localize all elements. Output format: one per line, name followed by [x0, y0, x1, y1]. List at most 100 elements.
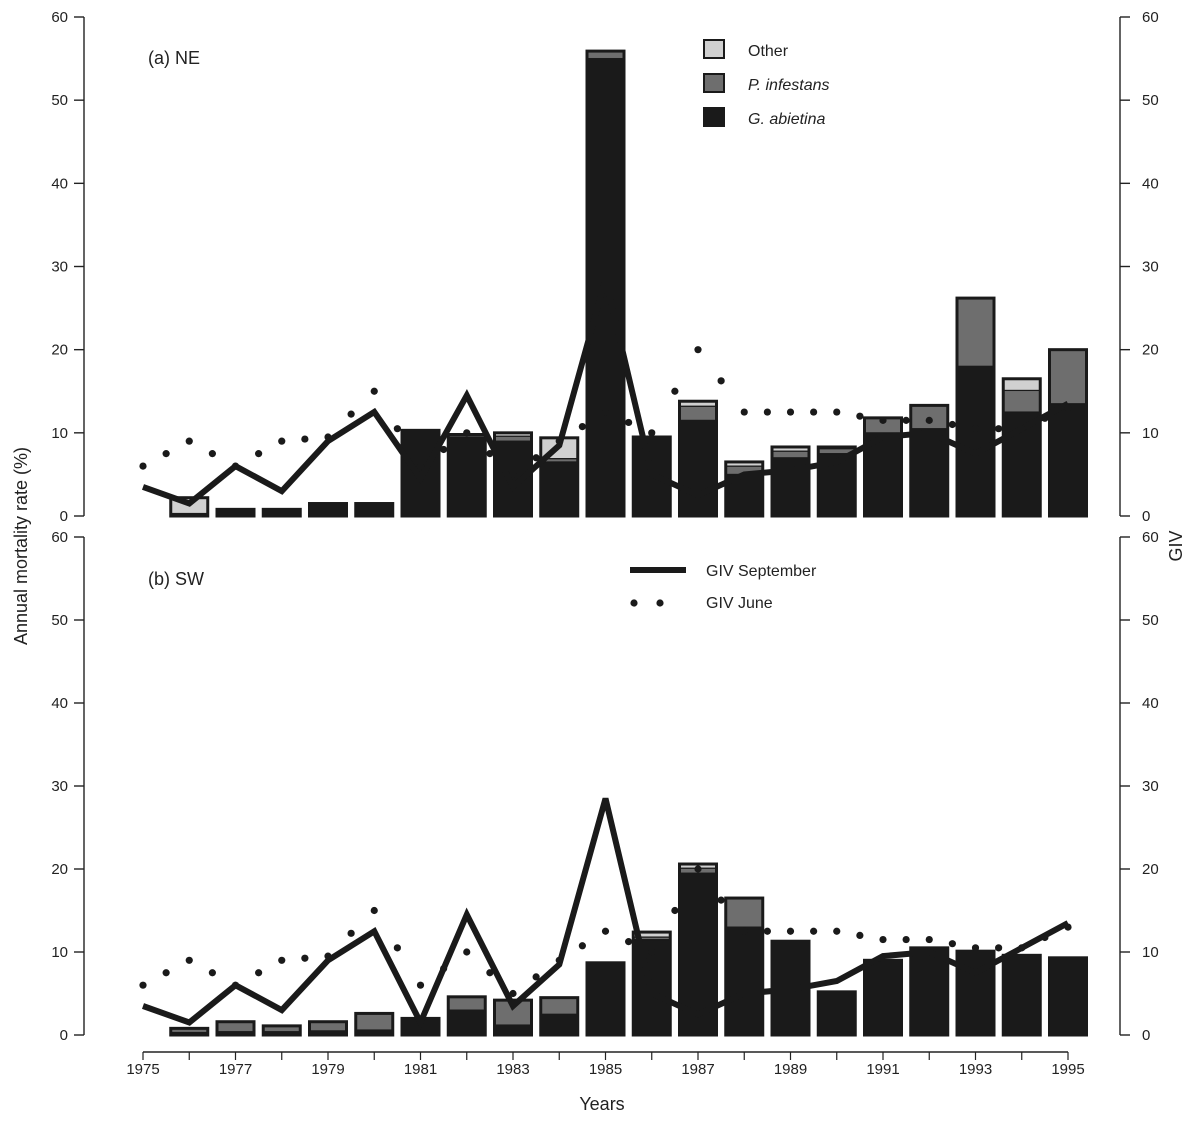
- lines-layer: [139, 278, 1072, 1030]
- x-tick-label-1995: 1995: [1051, 1061, 1084, 1078]
- point-giv-june-sw-1979-mid: [347, 929, 355, 937]
- point-giv-june-sw-1981-mid: [440, 965, 448, 973]
- bar-ne-1987: [678, 399, 718, 518]
- legend-label-p-infestans: P. infestans: [748, 77, 830, 94]
- bar-segment-g-abietina-sw-1995: [1048, 957, 1088, 1036]
- bar-segment-g-abietina-ne-1995: [1048, 403, 1088, 517]
- point-giv-june-ne-1975-mid: [162, 450, 170, 458]
- x-tick-label-1983: 1983: [496, 1061, 529, 1078]
- legend-label-g-abietina: G. abietina: [748, 111, 825, 128]
- point-giv-june-sw-1989-mid: [810, 927, 818, 935]
- bar-outline-ne-1995: [1048, 348, 1088, 518]
- point-giv-june-ne-1991: [879, 416, 887, 424]
- point-giv-june-ne-1984: [555, 437, 563, 445]
- bar-ne-1992: [909, 403, 950, 518]
- bar-segment-p-infestans-sw-1988: [725, 897, 764, 928]
- bar-segment-p-infestans-ne-1989: [771, 450, 810, 459]
- y-tick-label-left-sw-40: 40: [51, 695, 68, 712]
- y-tick-label-right-sw-0: 0: [1142, 1027, 1150, 1044]
- point-giv-june-ne-1977: [231, 462, 240, 470]
- point-giv-june-sw-1986: [648, 948, 656, 956]
- y-tick-label-left-ne-20: 20: [51, 342, 68, 359]
- y-tick-label-right-sw-30: 30: [1142, 778, 1159, 795]
- point-giv-june-sw-1991-mid: [902, 935, 910, 944]
- bar-outline-ne-1980: [354, 502, 395, 518]
- y-tick-label-right-ne-0: 0: [1142, 508, 1150, 525]
- y-tick-label-right-ne-40: 40: [1142, 175, 1159, 192]
- point-giv-june-ne-1993-mid: [995, 425, 1003, 433]
- line-giv-september-ne: [141, 278, 1070, 507]
- point-giv-june-ne-1990: [833, 408, 841, 416]
- legend-label-giv-june: GIV June: [706, 595, 773, 612]
- bar-ne-1979: [308, 502, 348, 518]
- bar-outline-ne-1981: [400, 428, 441, 518]
- bar-segment-p-infestans-ne-1983: [493, 435, 533, 442]
- bar-ne-1980: [354, 502, 395, 518]
- bar-outline-ne-1977: [215, 507, 256, 518]
- point-giv-june-ne-1976: [185, 437, 193, 445]
- bar-segment-g-abietina-ne-1984: [540, 461, 579, 517]
- bar-outline-sw-1994: [1001, 953, 1042, 1037]
- bar-segment-g-abietina-ne-1992: [910, 428, 949, 517]
- legend-swatch-giv-june-dot-2: [656, 599, 664, 607]
- point-giv-june-sw-1993-mid: [995, 944, 1003, 952]
- bar-ne-1995: [1048, 348, 1088, 518]
- y-axis-title-right: GIV: [1166, 530, 1186, 561]
- point-giv-june-ne-1985-mid: [625, 418, 633, 427]
- point-giv-june-sw-1985-mid: [625, 938, 633, 946]
- bar-outline-ne-1986: [631, 435, 672, 518]
- x-tick-label-1979: 1979: [311, 1061, 344, 1078]
- y-tick-label-left-sw-60: 60: [51, 529, 68, 546]
- point-giv-june-sw-1987-mid: [717, 896, 725, 904]
- point-giv-june-ne-1984-mid: [578, 422, 586, 431]
- bar-segment-g-abietina-ne-1979: [308, 502, 348, 517]
- x-tick-label-1975: 1975: [126, 1061, 159, 1078]
- point-giv-june-sw-1989: [786, 927, 795, 935]
- legend-item-other: Other: [703, 39, 789, 60]
- bar-sw-1982: [446, 995, 487, 1037]
- point-giv-june-ne-1977-mid: [255, 450, 263, 458]
- bar-outline-ne-1994: [1001, 377, 1042, 518]
- point-giv-june-ne-1986: [648, 429, 656, 437]
- y-tick-label-right-sw-60: 60: [1142, 529, 1159, 546]
- bar-segment-g-abietina-sw-1994: [1002, 954, 1041, 1036]
- point-giv-june-ne-1975: [139, 462, 147, 470]
- bar-sw-1988: [724, 896, 765, 1037]
- bar-sw-1978: [261, 1024, 302, 1037]
- bar-outline-sw-1992: [909, 946, 950, 1037]
- point-giv-june-sw-1982: [463, 948, 471, 956]
- point-giv-june-sw-1991: [879, 935, 887, 944]
- bar-outline-ne-1992: [909, 403, 950, 518]
- bar-sw-1985: [585, 961, 626, 1037]
- bar-sw-1980: [354, 1011, 395, 1037]
- bar-ne-1988: [724, 460, 765, 518]
- point-giv-june-ne-1994: [1018, 425, 1026, 433]
- legend-item-g-abietina: G. abietina: [703, 107, 825, 128]
- legend-swatch-other: [703, 39, 725, 59]
- bar-outline-ne-1988: [724, 460, 765, 518]
- point-giv-june-ne-1987: [694, 346, 702, 354]
- point-giv-june-sw-1980: [370, 906, 378, 915]
- bar-ne-1991: [863, 416, 903, 518]
- bar-sw-1986: [631, 930, 672, 1037]
- point-giv-june-ne-1992-mid: [948, 420, 956, 429]
- bar-segment-p-infestans-ne-1993: [956, 297, 995, 367]
- point-giv-june-sw-1993: [971, 944, 980, 952]
- bar-segment-g-abietina-sw-1984: [540, 1013, 579, 1036]
- point-giv-june-sw-1982-mid: [486, 969, 494, 977]
- point-giv-june-sw-1983-mid: [532, 973, 540, 981]
- point-giv-june-ne-1993: [971, 425, 980, 433]
- bar-segment-p-infestans-ne-1987: [678, 405, 718, 421]
- bar-ne-1982: [446, 432, 487, 518]
- point-giv-june-sw-1990: [833, 927, 841, 935]
- point-giv-june-ne-1989: [786, 408, 795, 416]
- point-giv-june-ne-1986-mid: [671, 387, 679, 395]
- panel-title-ne: (a) NE: [148, 48, 200, 68]
- bar-outline-ne-1989: [770, 445, 811, 518]
- point-giv-june-ne-1995: [1064, 404, 1072, 412]
- point-giv-june-ne-1981: [416, 462, 425, 470]
- y-tick-label-left-ne-10: 10: [51, 425, 68, 442]
- point-giv-june-sw-1980-mid: [393, 944, 401, 952]
- point-giv-june-ne-1980-mid: [393, 425, 401, 433]
